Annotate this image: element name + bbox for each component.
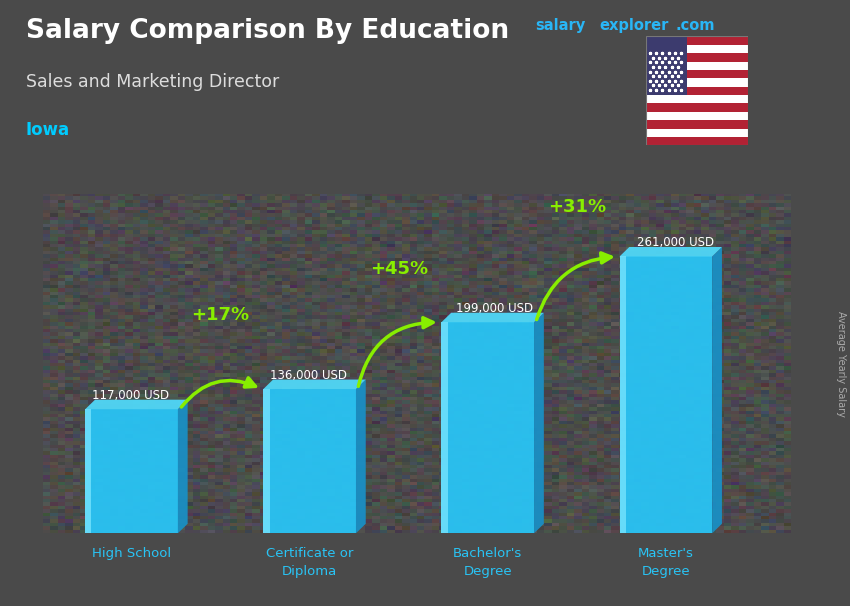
FancyArrowPatch shape [536, 253, 611, 319]
Text: 136,000 USD: 136,000 USD [270, 369, 348, 382]
Bar [646, 70, 748, 78]
Text: explorer: explorer [599, 18, 669, 33]
Bar [646, 78, 748, 87]
Bar [646, 53, 748, 62]
Text: Iowa: Iowa [26, 121, 70, 139]
Bar [646, 95, 748, 104]
Bar [646, 87, 748, 95]
Polygon shape [264, 389, 356, 533]
Bar [646, 137, 748, 145]
Bar [646, 128, 748, 137]
Polygon shape [85, 409, 178, 533]
Text: 117,000 USD: 117,000 USD [93, 389, 169, 402]
Polygon shape [85, 409, 92, 533]
Text: Sales and Marketing Director: Sales and Marketing Director [26, 73, 279, 91]
Text: 199,000 USD: 199,000 USD [456, 302, 533, 315]
Text: +17%: +17% [191, 307, 250, 324]
Polygon shape [356, 379, 366, 533]
Bar [646, 120, 748, 128]
Bar [646, 104, 748, 112]
Polygon shape [620, 256, 712, 533]
Bar [646, 112, 748, 120]
Text: Salary Comparison By Education: Salary Comparison By Education [26, 18, 508, 44]
Polygon shape [712, 247, 722, 533]
Text: .com: .com [676, 18, 715, 33]
Bar [646, 62, 748, 70]
Polygon shape [534, 313, 544, 533]
Polygon shape [620, 247, 722, 256]
Bar [646, 36, 748, 45]
Text: 261,000 USD: 261,000 USD [638, 236, 715, 249]
Polygon shape [85, 400, 188, 409]
Text: salary: salary [536, 18, 586, 33]
Polygon shape [178, 400, 188, 533]
FancyArrowPatch shape [181, 378, 256, 407]
Text: +31%: +31% [547, 198, 606, 216]
Bar [646, 36, 687, 95]
Bar [646, 45, 748, 53]
Polygon shape [264, 389, 269, 533]
Polygon shape [441, 322, 448, 533]
Text: Average Yearly Salary: Average Yearly Salary [836, 311, 846, 416]
FancyArrowPatch shape [359, 318, 433, 387]
Polygon shape [620, 256, 626, 533]
Polygon shape [441, 313, 544, 322]
Text: +45%: +45% [370, 260, 428, 278]
Polygon shape [264, 379, 366, 389]
Polygon shape [441, 322, 534, 533]
